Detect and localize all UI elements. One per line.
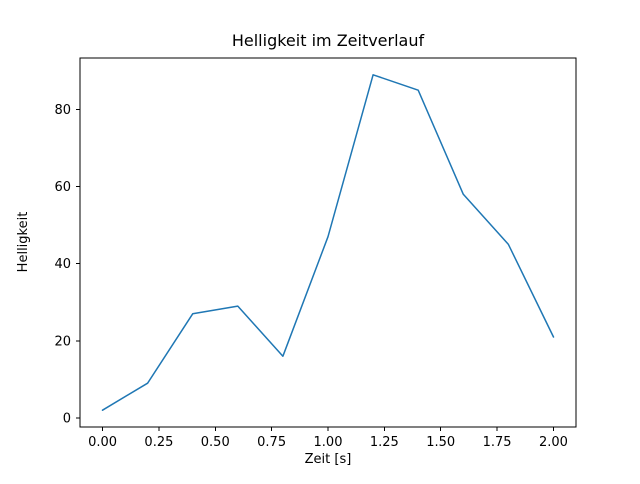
x-tick-label: 1.25 <box>370 435 399 450</box>
x-tick-label: 1.00 <box>314 435 343 450</box>
x-tick-label: 0.00 <box>88 435 117 450</box>
y-tick-label: 0 <box>63 411 71 426</box>
y-tick-label: 60 <box>54 180 71 195</box>
x-tick-label: 1.75 <box>483 435 512 450</box>
x-tick-label: 2.00 <box>539 435 568 450</box>
x-axis-label: Zeit [s] <box>305 452 352 467</box>
y-axis-label: Helligkeit <box>16 212 31 273</box>
x-tick-label: 0.50 <box>201 435 230 450</box>
data-line <box>101 74 555 411</box>
y-tick-label: 20 <box>54 334 71 349</box>
plot-area <box>79 57 577 428</box>
x-axis-ticks: 0.00 0.25 0.50 0.75 1.00 1.25 1.50 1.75 2.00 <box>88 427 568 450</box>
y-tick-label: 80 <box>54 103 71 118</box>
x-tick-label: 0.75 <box>257 435 286 450</box>
x-tick-label: 1.50 <box>426 435 455 450</box>
chart-title: Helligkeit im Zeitverlauf <box>232 31 425 50</box>
y-tick-label: 40 <box>54 257 71 272</box>
x-tick-label: 0.25 <box>144 435 173 450</box>
y-axis-ticks: 0 20 40 60 80 <box>54 103 80 426</box>
